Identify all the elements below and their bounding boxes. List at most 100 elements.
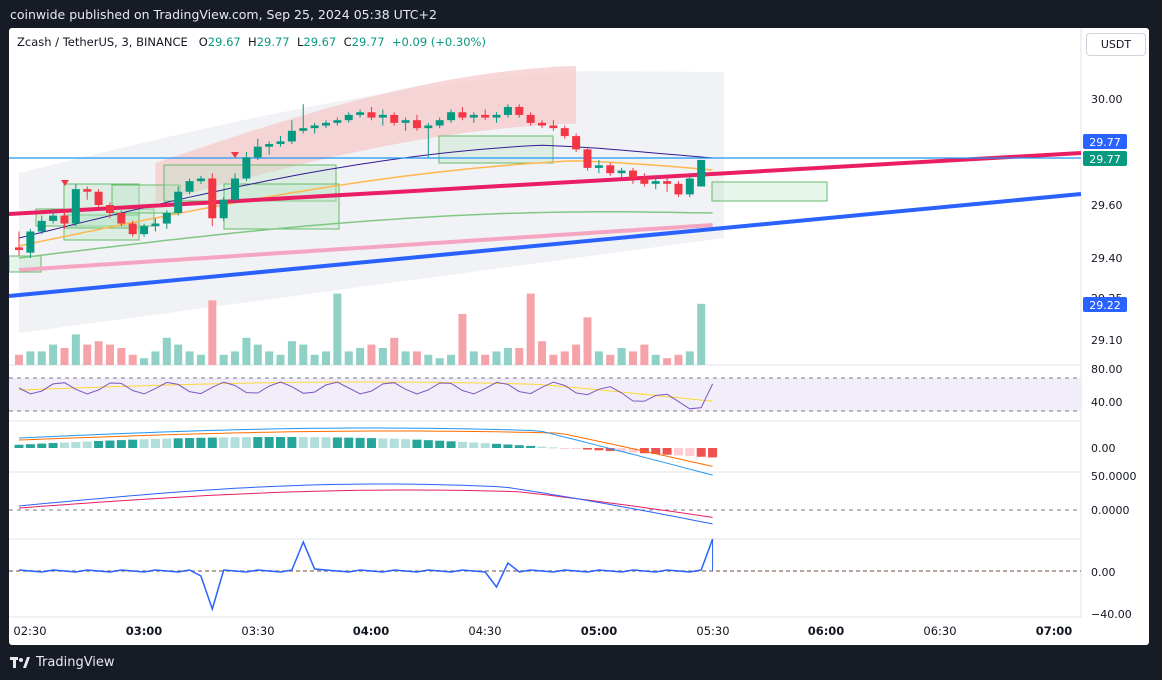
volume-bar xyxy=(276,354,285,365)
price-tick-label: 29.10 xyxy=(1091,334,1123,347)
osc4-line xyxy=(18,538,714,612)
volume-bar xyxy=(685,351,694,365)
macd-histogram-bar xyxy=(344,437,354,448)
macd-histogram-bar xyxy=(685,448,695,457)
candle-body xyxy=(287,130,296,142)
rsi-tick-label: 80.00 xyxy=(1091,363,1123,376)
volume-bar xyxy=(105,344,114,365)
macd-histogram-bar xyxy=(662,448,672,455)
candle-body xyxy=(174,191,183,213)
price-badge-label: 29.77 xyxy=(1089,153,1121,166)
time-tick-label: 03:30 xyxy=(241,624,274,638)
symbol-name[interactable]: Zcash / TetherUS, 3, BINANCE xyxy=(17,35,188,49)
volume-bar xyxy=(344,351,353,365)
volume-bar xyxy=(617,348,626,365)
volume-bar xyxy=(401,351,410,365)
candle-body xyxy=(492,114,501,118)
volume-bar xyxy=(549,354,558,365)
candle-body xyxy=(128,223,137,235)
macd-histogram-bar xyxy=(139,439,149,448)
volume-bar xyxy=(367,344,376,365)
volume-bar xyxy=(208,300,217,365)
sell-signal-marker xyxy=(231,152,239,158)
ma-orange-line xyxy=(18,160,713,247)
osc3-signal-line xyxy=(18,489,713,518)
time-tick-label: 05:30 xyxy=(696,624,729,638)
candle-body xyxy=(674,183,683,195)
candle-body xyxy=(390,114,399,123)
candle-body xyxy=(401,120,410,123)
candle-body xyxy=(526,114,535,123)
macd-histogram-bar xyxy=(241,437,251,448)
candle-body xyxy=(515,106,524,115)
macd-histogram-bar xyxy=(673,448,683,456)
volume-bar xyxy=(697,303,706,365)
macd-histogram-bar xyxy=(412,439,422,448)
price-badge-label: 29.77 xyxy=(1089,136,1121,149)
candle-body xyxy=(94,191,103,205)
chart-panel[interactable]: 30.0029.6029.4029.1029.2580.0040.000.005… xyxy=(9,28,1149,645)
macd-histogram-bar xyxy=(128,439,138,448)
macd-histogram-bar xyxy=(594,448,604,451)
volume-bar xyxy=(356,348,365,365)
macd-histogram-bar xyxy=(59,442,69,448)
macd-histogram-bar xyxy=(264,437,274,448)
time-tick-label: 05:00 xyxy=(581,624,618,638)
rsi-band xyxy=(9,378,1081,411)
candle-body xyxy=(378,114,387,118)
candle-body xyxy=(299,128,308,131)
macd-histogram-bar xyxy=(378,438,388,448)
macd-histogram-bar xyxy=(230,437,240,448)
candle-body xyxy=(560,128,569,137)
candle-body xyxy=(424,125,433,129)
macd-histogram-bar xyxy=(185,438,195,448)
ma-dark-line xyxy=(18,144,713,239)
candle-body xyxy=(685,178,694,195)
low-value: 29.67 xyxy=(303,35,337,49)
volume-bar xyxy=(265,351,274,365)
volume-bar xyxy=(447,354,456,365)
macd-histogram-bar xyxy=(105,440,115,448)
candle-body xyxy=(151,223,160,227)
candle-body xyxy=(265,144,274,147)
candle-body xyxy=(469,114,478,118)
candle-body xyxy=(606,165,615,174)
volume-bar xyxy=(583,317,592,365)
price-tick-label: 30.00 xyxy=(1091,93,1123,106)
volume-bar xyxy=(435,358,444,365)
macd-histogram-bar xyxy=(150,438,160,448)
macd-histogram-bar xyxy=(514,445,524,448)
volume-bar xyxy=(572,344,581,365)
volume-bar xyxy=(162,337,171,365)
macd-histogram-bar xyxy=(548,447,558,449)
macd-histogram-bar xyxy=(321,437,331,448)
candle-body xyxy=(117,212,126,224)
candle-body xyxy=(219,199,228,219)
candle-body xyxy=(71,189,80,224)
macd-signal-line xyxy=(18,430,713,467)
osc4-tick-label: 0.00 xyxy=(1091,566,1116,579)
macd-histogram-bar xyxy=(605,448,615,452)
candle-body xyxy=(321,122,330,126)
volume-bar xyxy=(390,337,399,365)
volume-bar xyxy=(481,354,490,365)
order-block-box xyxy=(438,135,554,164)
volume-bar xyxy=(310,354,319,365)
volume-bar xyxy=(321,351,330,365)
macd-histogram-bar xyxy=(628,448,638,453)
price-tick-label: 29.40 xyxy=(1091,252,1123,265)
macd-histogram-bar xyxy=(116,440,126,448)
macd-histogram-bar xyxy=(389,438,399,448)
candle-body xyxy=(49,215,58,221)
macd-histogram-bar xyxy=(401,439,411,448)
macd-histogram-bar xyxy=(276,437,286,448)
macd-histogram-bar xyxy=(639,448,649,454)
macd-histogram-bar xyxy=(14,444,24,448)
volume-bar xyxy=(674,354,683,365)
volume-bar xyxy=(117,348,126,365)
currency-button[interactable]: USDT xyxy=(1086,33,1146,56)
volume-bar xyxy=(60,348,69,365)
macd-histogram-bar xyxy=(435,440,445,448)
chart-canvas[interactable]: 30.0029.6029.4029.1029.2580.0040.000.005… xyxy=(9,28,1149,645)
high-label: H xyxy=(248,35,257,49)
